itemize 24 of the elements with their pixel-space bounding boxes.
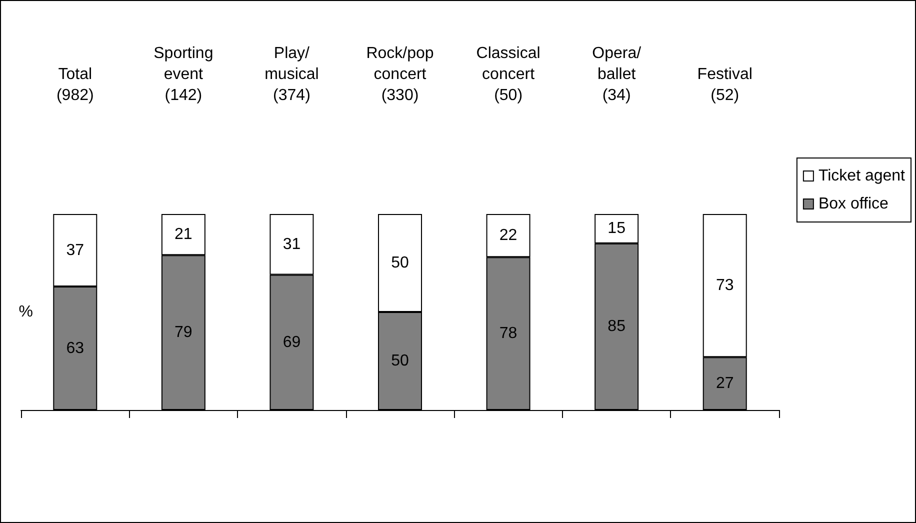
data-label: 85 — [608, 318, 626, 336]
legend-label: Box office — [818, 196, 889, 212]
x-tick-label: Sporting event (142) — [154, 45, 214, 104]
x-tick-label: Opera/ ballet (34) — [592, 45, 642, 104]
data-label: 50 — [391, 254, 409, 272]
data-label: 73 — [716, 277, 734, 294]
x-tick-label: Festival (52) — [697, 66, 752, 104]
data-label: 63 — [66, 340, 84, 357]
data-label: 27 — [716, 375, 734, 392]
data-label: 50 — [391, 352, 409, 370]
data-label: 37 — [66, 242, 84, 259]
x-tick-label: Rock/pop concert (330) — [366, 45, 434, 104]
data-label: 78 — [499, 325, 518, 342]
data-label: 21 — [174, 226, 192, 244]
data-label: 22 — [499, 227, 518, 244]
data-label: 15 — [608, 220, 626, 238]
y-axis-title: % — [18, 304, 33, 320]
x-tick-label: Total (982) — [56, 66, 94, 104]
x-tick-label: Play/ musical (374) — [264, 45, 319, 104]
data-label: 79 — [174, 324, 192, 342]
x-tick-label: Classical concert (50) — [476, 45, 540, 104]
data-label: 69 — [282, 334, 301, 351]
data-label: 31 — [282, 236, 301, 253]
legend-label: Ticket agent — [818, 168, 906, 184]
